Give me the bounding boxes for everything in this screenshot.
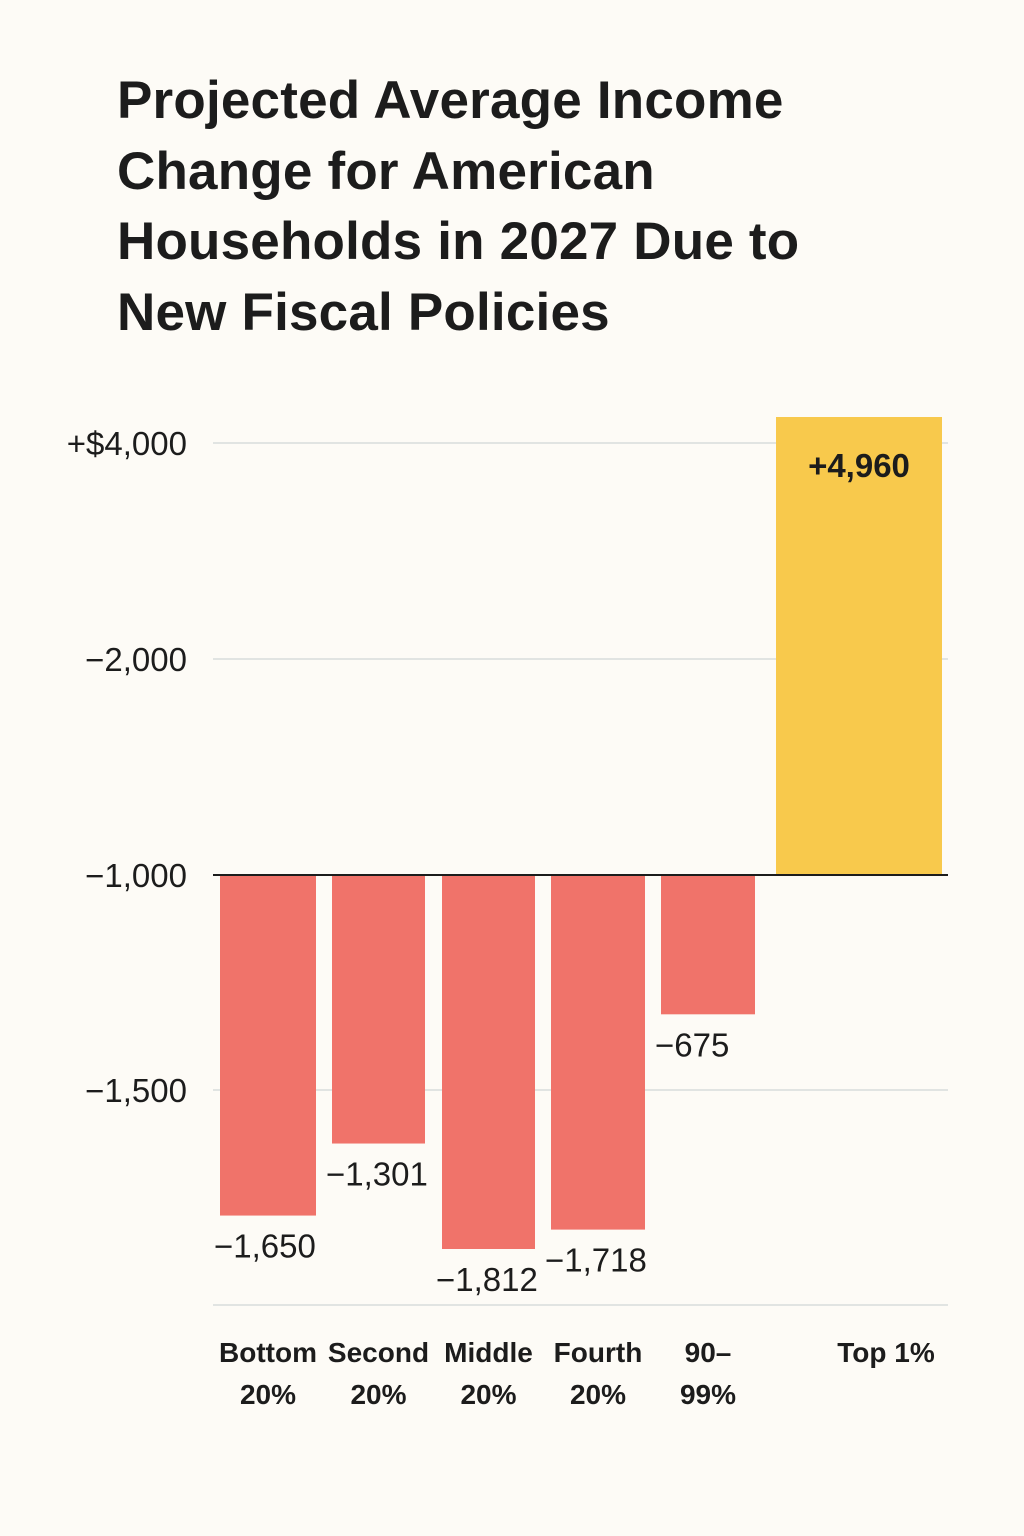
category-label: 20% [460, 1379, 516, 1410]
bar [551, 875, 645, 1230]
y-tick-label: −1,500 [85, 1072, 187, 1109]
y-axis-ticks: +$4,000 −2,000 −1,000 −1,500 [67, 425, 187, 1109]
value-labels: −1,650 −1,301 −1,812−1,718 −675 +4,960 [214, 447, 910, 1298]
value-label: −1,718 [545, 1242, 647, 1279]
category-labels: Bottom 20% Second 20% Middle 20% Fourth 20% 90– 9… [219, 1337, 935, 1410]
bar [661, 875, 755, 1015]
bar [776, 417, 942, 875]
category-label: 20% [240, 1379, 296, 1410]
category-label: Bottom [219, 1337, 317, 1368]
chart-title: Projected Average Income Change for Amer… [117, 71, 800, 342]
y-tick-label: +$4,000 [67, 425, 187, 462]
category-label: Fourth [554, 1337, 643, 1368]
value-label: −675 [655, 1026, 729, 1063]
category-label: 20% [350, 1379, 406, 1410]
y-tick-label: −1,000 [85, 857, 187, 894]
bar [332, 875, 425, 1144]
category-label: 20% [570, 1379, 626, 1410]
category-label: Second [328, 1337, 429, 1368]
bar [442, 875, 535, 1249]
value-label: −1,812 [436, 1261, 538, 1298]
value-label: +4,960 [808, 447, 910, 484]
category-label: Top 1% [837, 1337, 935, 1368]
bars [220, 417, 942, 1249]
bar [220, 875, 316, 1216]
value-label: −1,650 [214, 1228, 316, 1265]
category-label: Middle [444, 1337, 533, 1368]
category-label: 90– [685, 1337, 732, 1368]
value-label: −1,301 [326, 1156, 428, 1193]
category-label: 99% [680, 1379, 736, 1410]
y-tick-label: −2,000 [85, 641, 187, 678]
